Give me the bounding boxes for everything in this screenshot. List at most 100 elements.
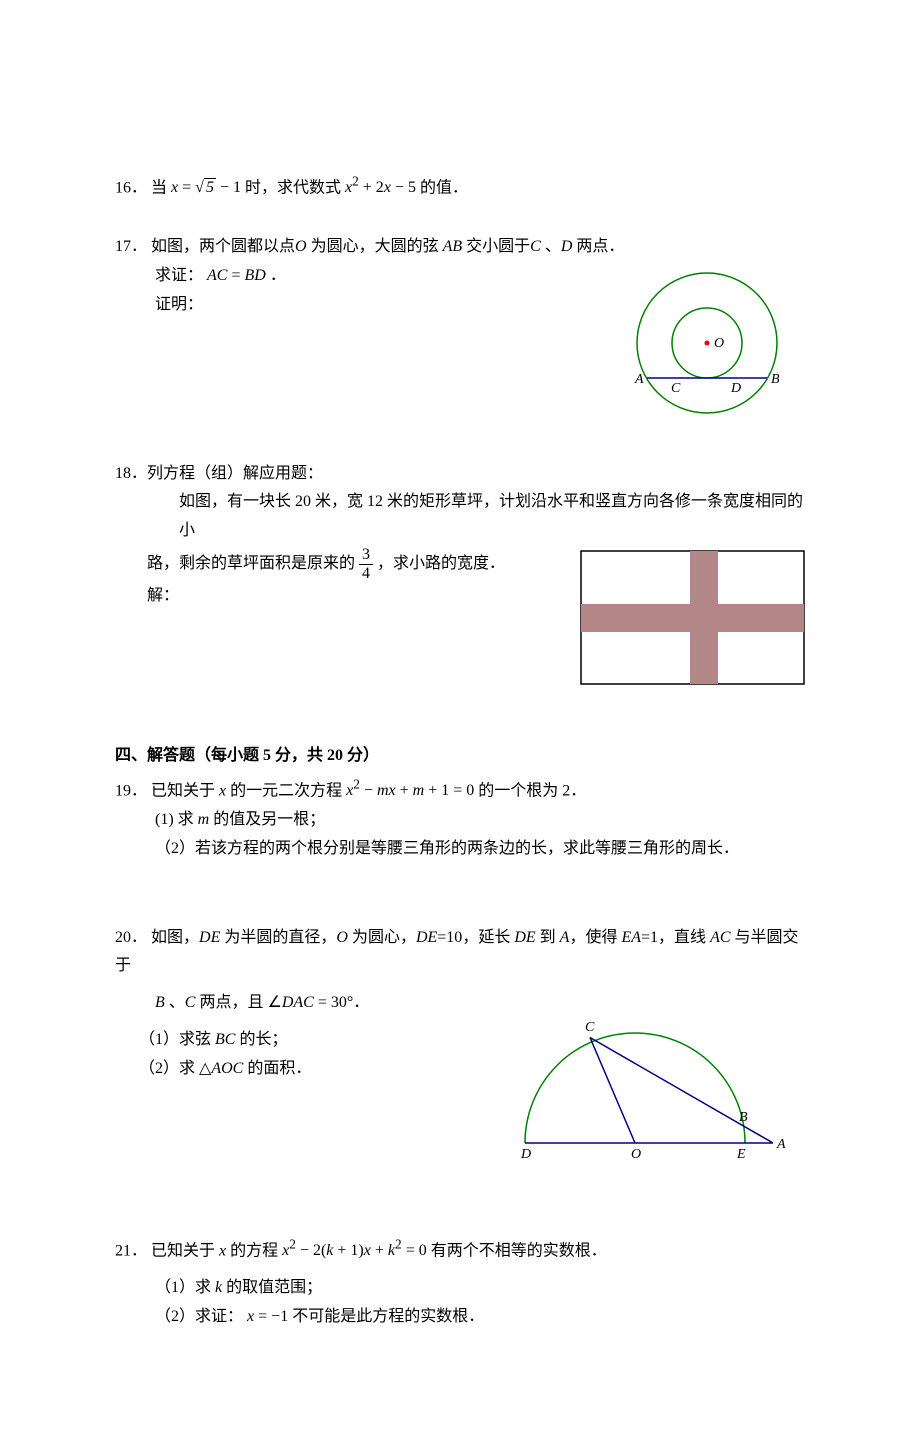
label-a: A <box>776 1137 786 1152</box>
question-17: O A B C D 17． 如图，两个圆都以点O 为圆心，大圆的弦 AB 交小圆… <box>115 233 805 429</box>
q21-line1: 21． 已知关于 x 的方程 x2 − 2(k + 1)x + k2 = 0 有… <box>115 1233 805 1266</box>
q17-o: O <box>295 238 307 255</box>
q20-ac: AC <box>710 929 730 946</box>
q17-label: 17． <box>115 238 147 255</box>
section-4-header: 四、解答题（每小题 5 分，共 20 分） <box>115 741 805 765</box>
question-20: 20． 如图，DE 为半圆的直径，O 为圆心，DE=10，延长 DE 到 A，使… <box>115 924 805 1173</box>
lawn-diagram <box>580 550 805 685</box>
label-o: O <box>714 336 724 351</box>
q16-formula2: x2 + 2x − 5 <box>345 179 420 196</box>
q19-s2-label: （2） <box>155 840 195 857</box>
q17-l1a: 如图，两个圆都以点 <box>151 238 295 255</box>
q20-l1d: ，延长 <box>462 929 514 946</box>
q16-label: 16． <box>115 179 147 196</box>
q18-frac-den: 4 <box>359 565 373 583</box>
q21-s2-formula: x = −1 <box>247 1308 288 1325</box>
q18-fraction: 34 <box>359 546 373 582</box>
q17-c: C <box>530 238 541 255</box>
q18-frac-num: 3 <box>359 546 373 565</box>
q20-l1f: ，使得 <box>569 929 621 946</box>
q19-s1-text: 求 m 的值及另一根； <box>178 811 326 828</box>
q19-sub2: （2）若该方程的两个根分别是等腰三角形的两条边的长，求此等腰三角形的周长． <box>115 835 805 864</box>
q17-prove-label: 求证： <box>155 267 203 284</box>
q20-l2b: 、 <box>165 994 185 1011</box>
q16-formula1: x = 5 − 1 <box>171 179 245 196</box>
q19-sub1: (1) 求 m 的值及另一根； <box>115 806 805 835</box>
q19-l1c: 的一个根为 2． <box>478 782 586 799</box>
concentric-circles-diagram: O A B C D <box>609 263 805 433</box>
q20-de: DE <box>199 929 220 946</box>
q20-s2-text: 求 △AOC 的面积． <box>179 1060 311 1077</box>
q20-l2d: ． <box>353 994 369 1011</box>
q20-b: B <box>155 994 165 1011</box>
q20-c: C <box>185 994 196 1011</box>
question-19: 19． 已知关于 x 的一元二次方程 x2 − mx + m + 1 = 0 的… <box>115 773 805 864</box>
q20-angle: ∠DAC = 30° <box>267 994 353 1011</box>
q17-d: D <box>561 238 573 255</box>
q20-o: O <box>336 929 348 946</box>
q20-de2: DE <box>514 929 535 946</box>
q21-s2b: 不可能是此方程的实数根． <box>292 1308 484 1325</box>
q19-formula: x2 − mx + m + 1 = 0 <box>346 782 474 799</box>
q16-suffix: 的值． <box>420 179 468 196</box>
q20-eaeq: EA=1 <box>621 929 658 946</box>
q17-text: 17． 如图，两个圆都以点O 为圆心，大圆的弦 AB 交小圆于C 、D 两点． <box>115 233 805 262</box>
label-c: C <box>585 1020 595 1035</box>
semicircle-diagram: D O E A B C <box>495 1003 795 1168</box>
label-b: B <box>739 1110 748 1125</box>
q20-s1-text: 求弦 BC 的长； <box>179 1031 287 1048</box>
label-b: B <box>771 372 780 387</box>
label-a: A <box>634 372 644 387</box>
q20-l1e: 到 <box>536 929 560 946</box>
q20-figure: D O E A B C <box>495 1003 795 1173</box>
q20-line1: 20． 如图，DE 为半圆的直径，O 为圆心，DE=10，延长 DE 到 A，使… <box>115 924 805 982</box>
question-21: 21． 已知关于 x 的方程 x2 − 2(k + 1)x + k2 = 0 有… <box>115 1233 805 1332</box>
q18-l2b: ，求小路的宽度． <box>377 555 505 572</box>
label-e: E <box>736 1147 746 1162</box>
q19-s2-text: 若该方程的两个根分别是等腰三角形的两条边的长，求此等腰三角形的周长． <box>195 840 739 857</box>
label-d: D <box>730 381 741 396</box>
q17-prove-formula: AC = BD <box>207 267 266 284</box>
q17-l1c: 交小圆于 <box>462 238 530 255</box>
q20-l2c: 两点，且 <box>195 994 263 1011</box>
q19-l1b: 的一元二次方程 <box>226 782 342 799</box>
q19-l1a: 已知关于 <box>151 782 219 799</box>
q17-l1d: 、 <box>541 238 561 255</box>
question-18: 18．列方程（组）解应用题： 如图，有一块长 20 米，宽 12 米的矩形草坪，… <box>115 460 805 711</box>
q20-l1a: 如图， <box>151 929 199 946</box>
q21-s2a: 求证： <box>195 1308 243 1325</box>
label-o: O <box>631 1147 641 1162</box>
q18-title-line: 18．列方程（组）解应用题： <box>115 460 805 489</box>
label-d: D <box>520 1147 531 1162</box>
q21-s2-label: （2） <box>155 1308 195 1325</box>
q17-l1e: 两点． <box>572 238 624 255</box>
q16-text: 16． 当 x = 5 − 1 时，求代数式 x2 + 2x − 5 的值． <box>115 170 805 203</box>
q18-figure <box>580 550 805 690</box>
q21-l1a: 已知关于 <box>151 1242 215 1259</box>
q21-formula: x2 − 2(k + 1)x + k2 = 0 <box>282 1242 427 1259</box>
q18-title: 列方程（组）解应用题： <box>147 465 323 482</box>
q19-label: 19． <box>115 782 147 799</box>
q20-a: A <box>560 929 570 946</box>
q16-prefix: 当 <box>151 179 167 196</box>
q17-ab: AB <box>443 238 463 255</box>
q20-s2-label: （2） <box>139 1060 179 1077</box>
q21-sub2: （2）求证： x = −1 不可能是此方程的实数根． <box>115 1303 805 1332</box>
q21-s1-label: （1） <box>155 1279 195 1296</box>
q20-label: 20． <box>115 929 147 946</box>
q20-l1c: 为圆心， <box>348 929 416 946</box>
q21-l1b: 的方程 <box>230 1242 278 1259</box>
q21-x: x <box>215 1242 230 1259</box>
q17-figure: O A B C D <box>609 263 805 438</box>
q19-s1-label: (1) <box>155 811 178 828</box>
q21-sub1: （1）求 k 的取值范围； <box>115 1274 805 1303</box>
q21-label: 21． <box>115 1242 147 1259</box>
q18-line1: 如图，有一块长 20 米，宽 12 米的矩形草坪，计划沿水平和竖直方向各修一条宽… <box>115 488 805 546</box>
q17-l1b: 为圆心，大圆的弦 <box>307 238 443 255</box>
q20-deeq: DE=10 <box>416 929 462 946</box>
question-16: 16． 当 x = 5 − 1 时，求代数式 x2 + 2x − 5 的值． <box>115 170 805 203</box>
q18-label: 18． <box>115 465 147 482</box>
q16-mid: 时，求代数式 <box>245 179 341 196</box>
q19-line1: 19． 已知关于 x 的一元二次方程 x2 − mx + m + 1 = 0 的… <box>115 773 805 806</box>
q21-s1-text: 求 k 的取值范围； <box>195 1279 322 1296</box>
